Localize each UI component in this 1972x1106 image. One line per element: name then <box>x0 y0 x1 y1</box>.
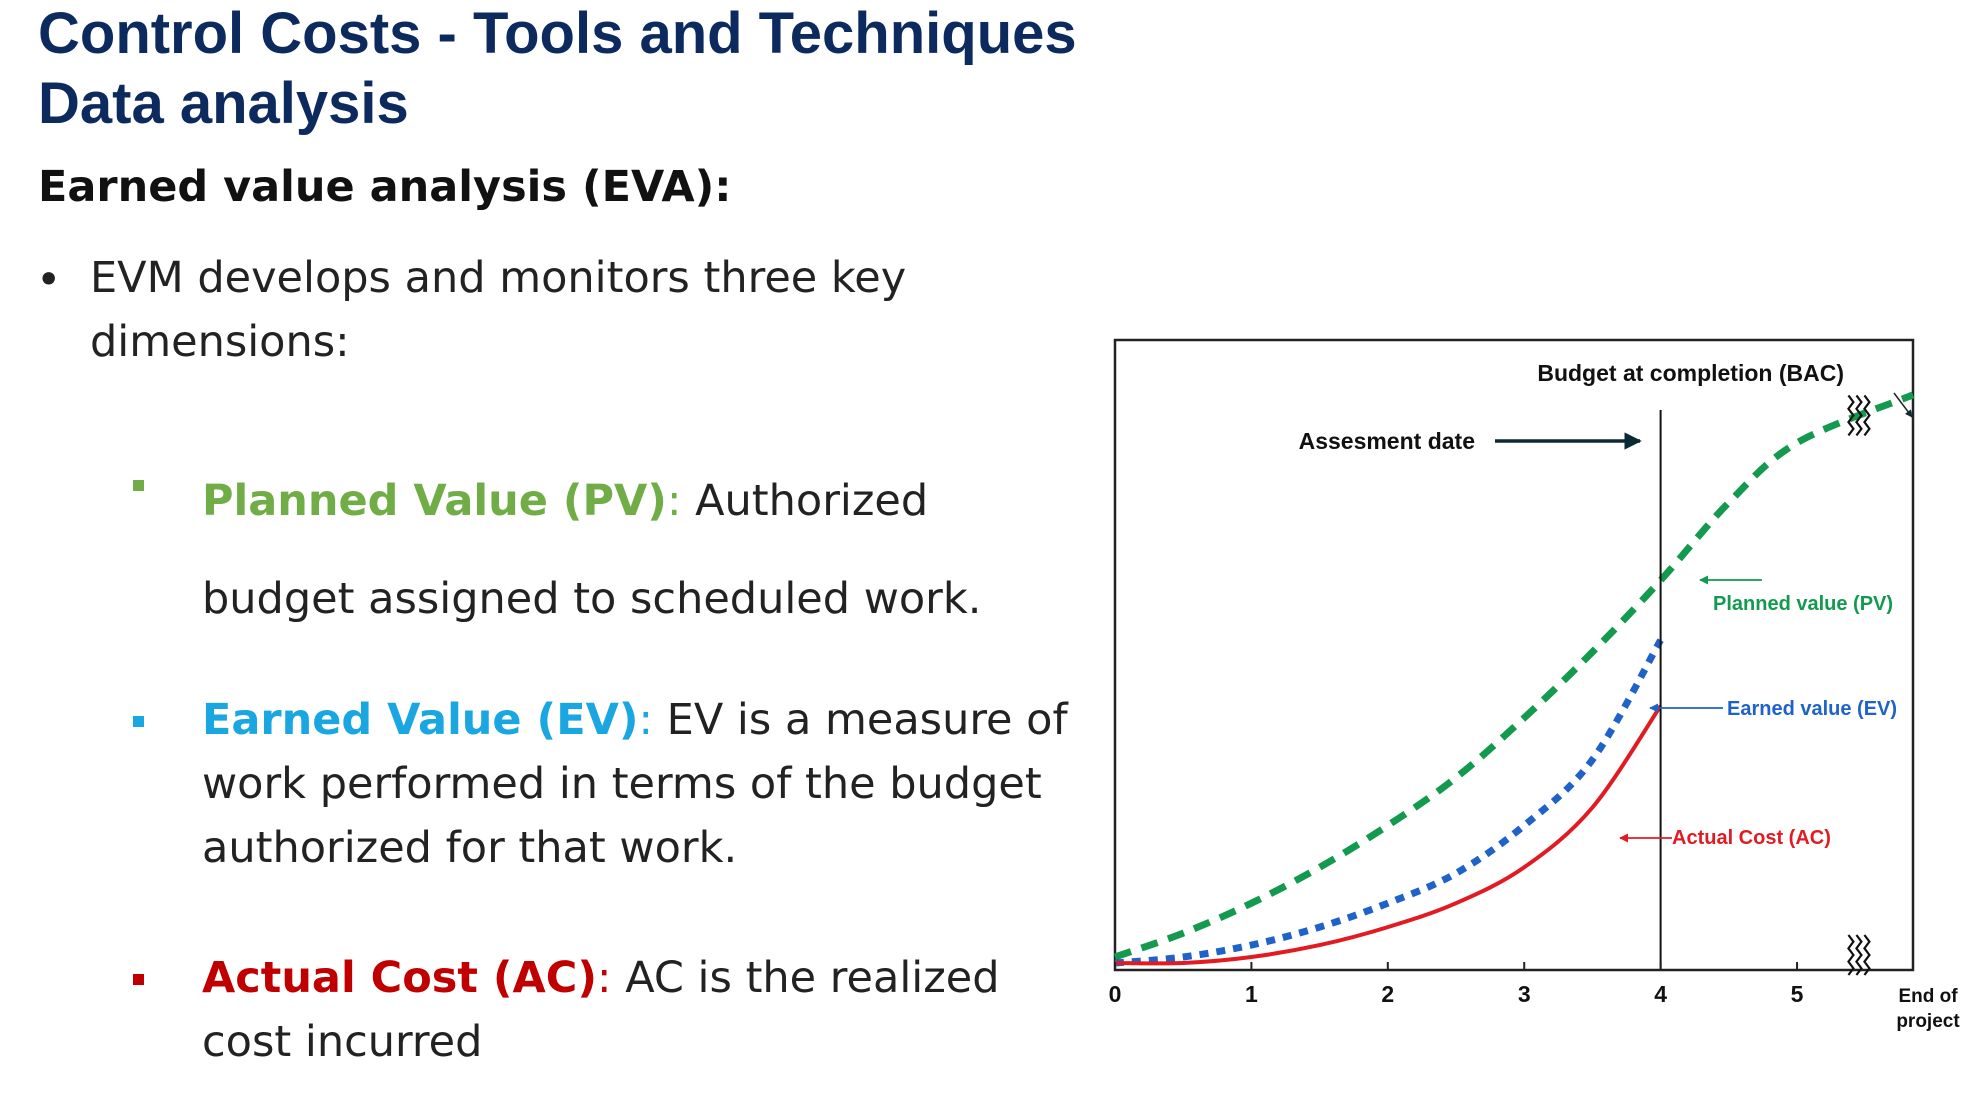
bac-label: Budget at completion (BAC) <box>1537 360 1844 386</box>
chart-frame <box>1113 338 1915 972</box>
pv-description: Authorized budget assigned to scheduled … <box>202 476 982 624</box>
x-tick-label: 0 <box>1109 981 1122 1007</box>
assessment-label: Assesment date <box>1299 428 1475 454</box>
x-tick-label: 4 <box>1654 981 1667 1007</box>
ev-colon: : <box>638 695 654 745</box>
pv-annotation: Planned value (PV) <box>1713 593 1893 615</box>
x-tick-label: 1 <box>1245 981 1258 1007</box>
axis-break-symbol <box>1847 934 1871 976</box>
ac-annotation: Actual Cost (AC) <box>1672 827 1831 849</box>
ac-colon: : <box>597 953 612 1003</box>
actual-cost-line <box>1114 704 1663 966</box>
x-tick-label: 3 <box>1518 981 1531 1007</box>
ev-description: EV is a measure of work performed in ter… <box>202 695 1068 873</box>
slide-title-line2: Data analysis <box>38 71 409 136</box>
x-tick-label: 2 <box>1381 981 1394 1007</box>
planned-value-line <box>1113 391 1915 961</box>
item-earned-value: Earned Value (EV): EV is a measure of wo… <box>202 688 1082 880</box>
x-end-label-line2: project <box>1896 1011 1960 1032</box>
pv-term: Planned Value (PV) <box>202 476 667 526</box>
item-planned-value: Planned Value (PV): Authorized budget as… <box>202 452 1082 648</box>
ac-term: Actual Cost (AC) <box>202 953 598 1003</box>
item-actual-cost: Actual Cost (AC): AC is the realized cos… <box>202 946 1082 1074</box>
ev-bullet-square <box>133 716 144 727</box>
ev-annotation: Earned value (EV) <box>1727 698 1897 720</box>
pv-bullet-square <box>133 480 144 491</box>
slide-title-line1: Control Costs - Tools and Techniques <box>38 1 1077 66</box>
ac-bullet-square <box>133 974 144 985</box>
bullet-dot: • <box>36 255 62 305</box>
ac-description: AC is the realized cost incurred <box>202 953 1000 1067</box>
x-end-label-line1: End of <box>1898 986 1958 1007</box>
earned-value-line <box>1114 638 1664 967</box>
ev-term: Earned Value (EV) <box>202 695 639 745</box>
pv-colon: : <box>666 476 682 526</box>
evm-chart: 0 1 2 3 4 5 Budget at completion (BAC) Assesm… <box>1109 338 1960 1032</box>
bullet-main-text: EVM develops and monitors three key dime… <box>90 253 907 367</box>
x-tick-label: 5 <box>1791 981 1804 1007</box>
slide-subtitle: Earned value analysis (EVA): <box>38 162 732 212</box>
bac-arrow <box>1893 392 1913 418</box>
axis-break-symbol <box>1847 394 1871 437</box>
